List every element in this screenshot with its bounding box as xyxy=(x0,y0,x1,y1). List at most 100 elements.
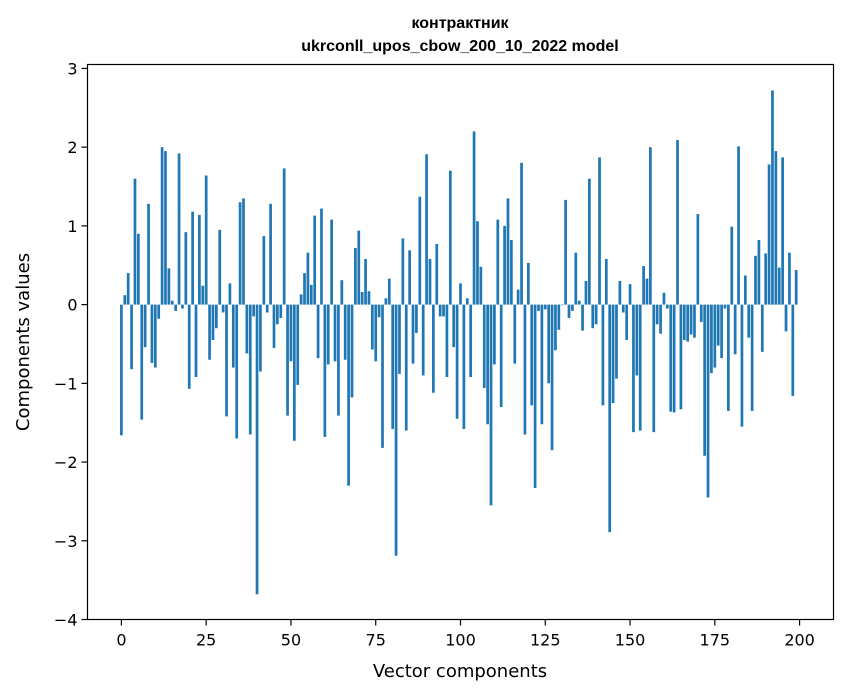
bar-172 xyxy=(703,304,706,456)
bar-183 xyxy=(740,304,744,427)
bar-97 xyxy=(448,170,452,305)
bar-134 xyxy=(574,252,578,305)
bar-56 xyxy=(309,284,313,305)
bar-21 xyxy=(191,211,194,305)
bar-77 xyxy=(381,304,384,448)
bar-117 xyxy=(516,289,520,305)
bar-187 xyxy=(754,255,757,305)
bar-22 xyxy=(194,304,198,378)
bar-110 xyxy=(493,304,496,365)
bar-126 xyxy=(547,304,551,384)
bar-195 xyxy=(781,157,784,305)
bar-13 xyxy=(164,151,167,305)
bar-17 xyxy=(177,153,181,305)
bar-83 xyxy=(401,238,405,305)
bar-129 xyxy=(557,304,561,330)
bar-75 xyxy=(374,304,378,362)
bar-151 xyxy=(632,304,635,433)
y-tick-label-3: −1 xyxy=(54,374,78,393)
bar-197 xyxy=(788,252,791,305)
bar-165 xyxy=(679,304,683,410)
bar-18 xyxy=(181,304,184,309)
bar-68 xyxy=(350,304,354,398)
bar-120 xyxy=(526,262,530,305)
bar-15 xyxy=(170,300,174,305)
bar-118 xyxy=(520,162,523,305)
bar-173 xyxy=(706,304,710,498)
bar-49 xyxy=(286,304,289,416)
bar-64 xyxy=(337,304,340,416)
bar-81 xyxy=(394,304,398,556)
bar-37 xyxy=(245,304,249,354)
bar-72 xyxy=(364,258,367,305)
bar-199 xyxy=(794,269,798,305)
bar-95 xyxy=(442,304,445,317)
bar-71 xyxy=(360,292,364,305)
x-tick-label-5: 125 xyxy=(530,631,561,650)
bar-100 xyxy=(459,283,462,305)
bar-124 xyxy=(540,304,544,425)
y-tick-label-4: 0 xyxy=(67,296,77,315)
bar-130 xyxy=(560,304,564,306)
bar-78 xyxy=(384,298,388,305)
bar-54 xyxy=(303,273,306,305)
bar-45 xyxy=(272,304,276,348)
bar-170 xyxy=(696,214,700,305)
bar-30 xyxy=(221,304,225,313)
bar-88 xyxy=(418,196,422,305)
bar-198 xyxy=(791,304,795,396)
x-tick-label-0: 0 xyxy=(116,631,126,650)
bar-147 xyxy=(618,280,622,305)
bar-154 xyxy=(642,266,645,305)
bar-143 xyxy=(604,258,608,305)
bar-86 xyxy=(411,304,415,364)
bar-46 xyxy=(276,304,279,325)
bar-90 xyxy=(425,154,428,305)
bar-76 xyxy=(377,304,381,318)
y-tick-label-6: 2 xyxy=(67,138,77,157)
bar-196 xyxy=(784,304,788,332)
bar-67 xyxy=(347,304,350,486)
bar-135 xyxy=(577,300,581,305)
bar-190 xyxy=(764,253,768,305)
bar-149 xyxy=(625,304,629,341)
bar-137 xyxy=(584,280,588,305)
x-axis-label: Vector components xyxy=(373,661,547,682)
bar-73 xyxy=(367,291,371,305)
bar-102 xyxy=(465,298,469,305)
bar-2 xyxy=(126,273,130,305)
bar-65 xyxy=(340,280,344,305)
chart-title-line2: ukrconll_upos_cbow_200_10_2022 model xyxy=(301,38,618,55)
bar-55 xyxy=(306,252,310,305)
x-tick-label-2: 50 xyxy=(281,631,301,650)
bar-164 xyxy=(676,140,679,305)
bar-34 xyxy=(235,304,239,439)
bar-85 xyxy=(408,250,411,305)
bar-160 xyxy=(662,292,666,305)
bar-169 xyxy=(693,304,696,338)
bar-138 xyxy=(588,178,591,305)
bar-171 xyxy=(699,304,703,322)
bar-82 xyxy=(398,304,401,374)
chart-title-line1: контрактник xyxy=(411,15,509,32)
bar-69 xyxy=(354,247,357,305)
bar-42 xyxy=(262,236,266,305)
bar-60 xyxy=(323,304,327,437)
bar-36 xyxy=(242,198,245,305)
bar-93 xyxy=(435,243,439,305)
bar-163 xyxy=(672,304,676,413)
plot-frame xyxy=(86,63,835,621)
y-tick-label-5: 1 xyxy=(67,217,77,236)
bar-51 xyxy=(292,304,296,441)
bar-84 xyxy=(404,304,408,431)
bar-188 xyxy=(757,240,761,305)
bar-19 xyxy=(184,232,188,305)
bar-144 xyxy=(608,304,612,533)
bar-156 xyxy=(649,147,652,305)
bar-177 xyxy=(720,304,723,359)
bar-192 xyxy=(771,90,774,305)
bar-189 xyxy=(760,304,764,352)
bar-175 xyxy=(713,304,717,368)
bar-39 xyxy=(252,304,256,317)
